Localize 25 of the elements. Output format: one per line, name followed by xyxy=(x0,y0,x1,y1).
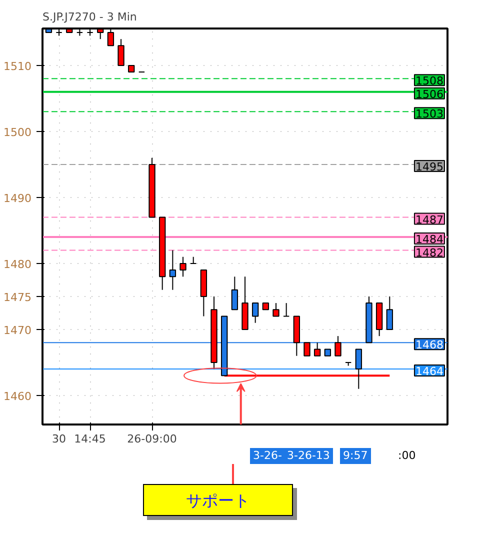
ref-line-label: 1468 xyxy=(415,338,444,352)
x-tick-label: 14:45 xyxy=(74,432,106,446)
text: サポート xyxy=(143,484,293,516)
y-tick-label: 1490 xyxy=(4,192,32,205)
text: 3-26- xyxy=(250,448,285,464)
x-tick-label: 26-09:00 xyxy=(127,432,177,446)
y-tick-label: 1500 xyxy=(4,126,32,139)
ref-line-label: 1482 xyxy=(415,246,444,260)
text: 3-26-13 xyxy=(284,448,333,464)
y-tick-label: 1475 xyxy=(4,290,32,304)
text: :00 xyxy=(398,448,416,464)
y-tick-label: 1460 xyxy=(4,390,32,403)
ref-line-label: 1508 xyxy=(415,74,444,88)
ref-line-label: 1484 xyxy=(415,233,444,246)
ref-line-label: 1503 xyxy=(415,108,444,121)
ref-line-label: 1495 xyxy=(415,160,444,174)
ref-line-label: 1464 xyxy=(415,365,444,378)
text: 9:57 xyxy=(340,448,371,464)
y-tick-label: 1480 xyxy=(4,258,32,271)
ref-line-label: 1506 xyxy=(415,88,444,101)
chart-title: S.JP.J7270 - 3 Min xyxy=(42,10,137,24)
y-tick-label: 1510 xyxy=(4,60,32,73)
ref-line-label: 1487 xyxy=(415,213,444,226)
y-tick-label: 1470 xyxy=(4,324,32,337)
x-tick-label: 30 xyxy=(52,432,66,446)
